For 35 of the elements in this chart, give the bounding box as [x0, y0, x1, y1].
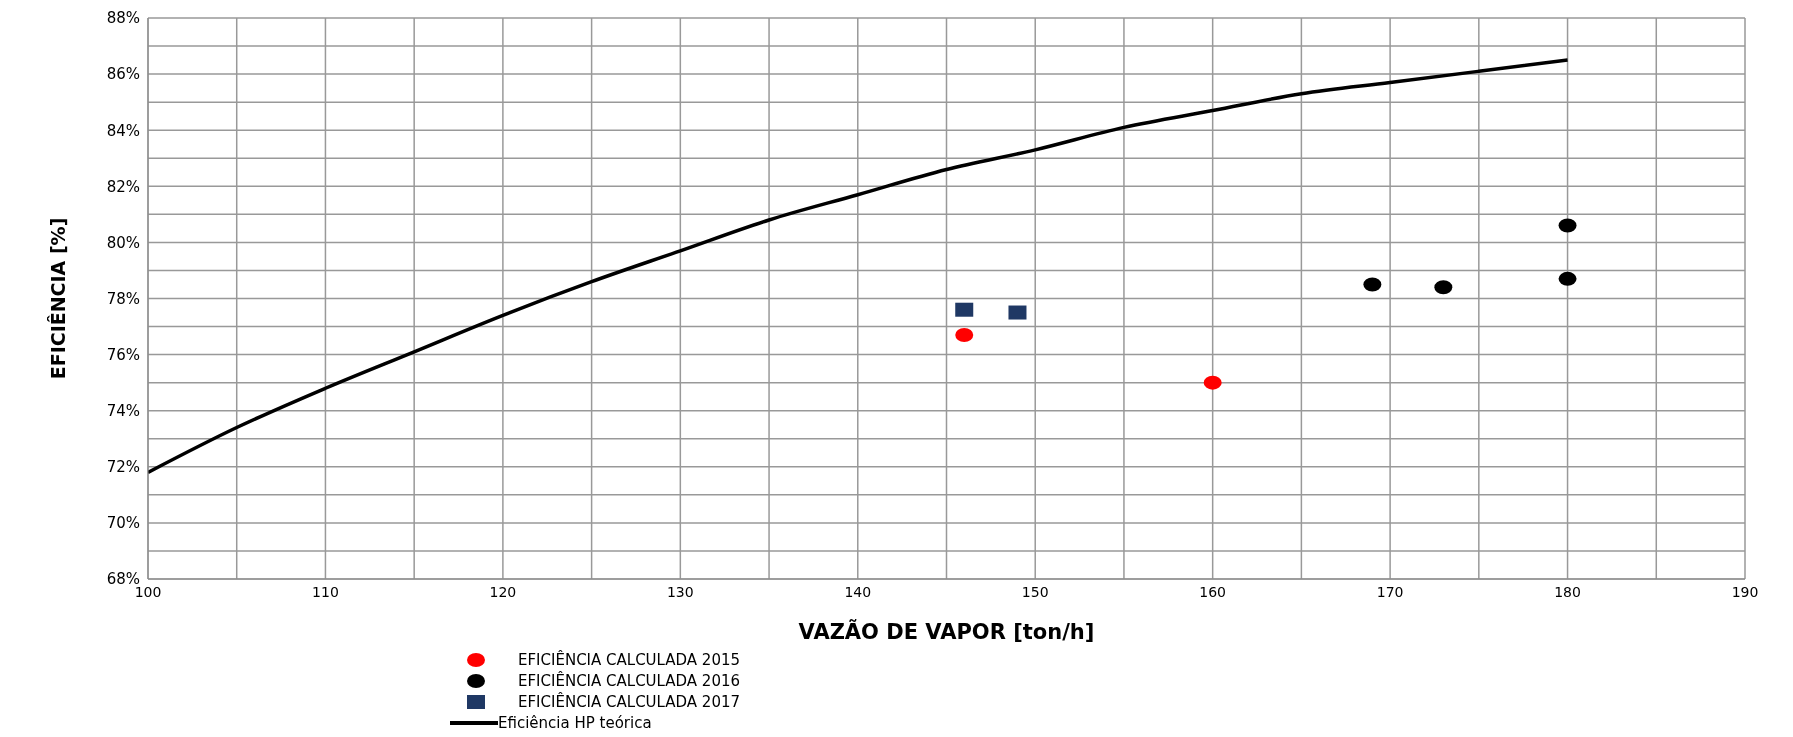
x-tick-label: 100 — [134, 583, 162, 600]
y-axis-title: EFICIÊNCIA [%] — [46, 217, 69, 380]
legend-label: EFICIÊNCIA CALCULADA 2015 — [518, 650, 741, 669]
x-tick-label: 160 — [1199, 583, 1227, 600]
y-tick-label: 76% — [106, 345, 140, 364]
legend-label: Eficiência HP teórica — [498, 713, 652, 732]
point — [1558, 271, 1577, 286]
y-tick-label: 78% — [106, 289, 140, 308]
y-tick-label: 72% — [106, 458, 140, 477]
y-tick-label: 82% — [106, 177, 140, 196]
legend-label: EFICIÊNCIA CALCULADA 2017 — [518, 692, 741, 711]
x-tick-label: 180 — [1554, 583, 1581, 600]
y-tick-label: 80% — [106, 233, 140, 252]
y-tick-label: 74% — [106, 402, 140, 421]
point — [1558, 218, 1577, 233]
y-tick-label: 88% — [106, 9, 140, 28]
point — [1363, 277, 1382, 292]
y-tick-label: 86% — [106, 65, 140, 84]
x-tick-label: 130 — [666, 583, 694, 600]
point — [955, 327, 974, 342]
point — [955, 302, 974, 317]
point — [1203, 375, 1222, 390]
y-tick-label: 70% — [106, 514, 140, 533]
line-series — [148, 58, 1570, 475]
x-tick-label: 140 — [844, 583, 872, 600]
y-tick-label: 84% — [106, 121, 140, 140]
point — [1008, 305, 1027, 320]
x-tick-label: 110 — [312, 583, 339, 600]
legend-label: EFICIÊNCIA CALCULADA 2016 — [518, 671, 741, 690]
x-tick-label: 170 — [1376, 583, 1404, 600]
point — [1434, 280, 1453, 295]
x-tick-label: 190 — [1731, 583, 1759, 600]
x-tick-label: 150 — [1021, 583, 1049, 600]
x-axis-title: VAZÃO DE VAPOR [ton/h] — [798, 619, 1095, 644]
x-tick-label: 120 — [489, 583, 517, 600]
